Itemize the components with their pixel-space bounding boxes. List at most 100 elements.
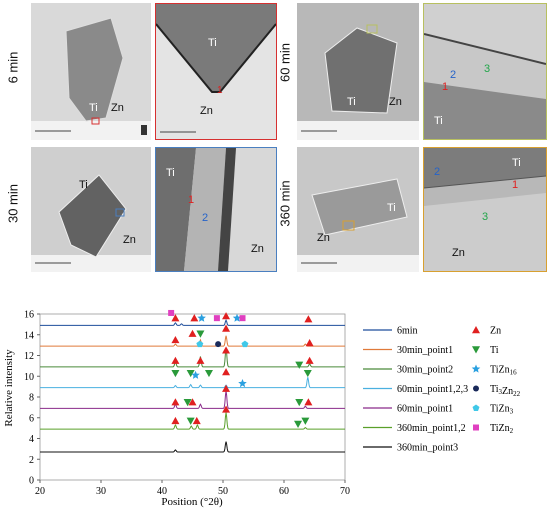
marker-Ti [295,398,304,407]
legend-phase-label: TiZn16 [490,365,517,377]
marker-Zn [192,416,201,425]
marker-Ti [171,369,180,378]
marker-Zn [188,398,197,406]
x-tick-label: 50 [218,486,228,497]
marker-Ti [183,398,192,407]
series-line-30min_point2 [40,348,345,368]
micrograph-60min-overview: Ti Zn [297,3,419,140]
marker-Zn [222,346,231,354]
legend-series-label: 60min_point1,2,3 [397,384,468,395]
micrograph-30min-overview: Ti Zn [31,147,151,272]
point-1: 1 [188,194,194,206]
marker-Zn [304,315,313,323]
marker-TiZn2 [213,315,220,322]
zoom-label-ti: Ti [512,157,521,169]
series-line-6min [40,318,345,326]
marker-TiZn3 [196,340,204,348]
y-tick-label: 6 [29,413,34,424]
marker-TiZn2 [239,315,246,322]
series-line-360min_point3 [40,441,345,453]
zoom-label-zn: Zn [200,105,213,117]
label-zn: Zn [389,96,402,108]
legend-phase-label: Zn [490,326,501,337]
marker-Zn [304,398,313,406]
point-1: 1 [512,179,518,191]
marker-Zn [196,356,205,364]
y-axis-label: Relative intensity [3,349,15,427]
marker-Ti [204,369,213,378]
y-tick-label: 8 [29,393,34,404]
point-1: 1 [217,85,223,96]
x-tick-label: 70 [340,486,350,497]
marker-Zn [171,335,180,344]
marker-Ti [295,361,304,369]
label-ti: Ti [79,179,88,191]
point-1: 1 [442,81,448,93]
marker-Ti [186,417,195,425]
y-tick-label: 16 [24,310,34,321]
label-ti: Ti [89,102,98,114]
time-label-360min: 360 min [277,180,293,227]
point-2: 2 [450,69,456,81]
micrograph-6min-zoom: Ti Zn 1 [155,3,277,140]
y-tick-label: 0 [29,476,34,487]
zoom-label-ti: Ti [166,167,175,179]
legend-phase-marker [471,364,481,373]
marker-TiZn16 [238,379,247,388]
marker-Zn [188,329,197,337]
legend-phase-label: Ti3Zn22 [490,384,521,398]
marker-Zn [171,398,180,406]
point-2: 2 [202,212,208,224]
y-tick-label: 2 [29,455,34,466]
legend-series-label: 360min_point1,2 [397,423,466,434]
legend-phase-marker [472,346,480,354]
micrograph-60min-zoom: Ti 1 2 3 [423,3,547,140]
micrograph-360min-zoom: Ti Zn 1 2 3 [423,147,547,272]
plot-frame [39,313,346,481]
label-zn: Zn [317,232,330,244]
legend-phase-label: TiZn3 [490,404,514,416]
marker-Zn [222,324,231,332]
marker-Zn [171,314,180,322]
y-tick-label: 14 [24,330,34,341]
point-2: 2 [434,166,440,178]
marker-TiZn3 [241,340,249,348]
legend-series-label: 30min_point2 [397,365,453,376]
marker-Ti [186,369,195,378]
marker-Zn [222,368,231,376]
marker-Ti [301,417,310,425]
series-line-30min_point1 [40,335,345,347]
label-zn: Zn [111,102,124,114]
marker-Ti [294,420,303,428]
x-tick-label: 20 [35,486,45,497]
label-ti: Ti [347,96,356,108]
zoom-label-ti: Ti [208,37,217,49]
marker-TiZn16 [232,313,242,322]
x-tick-label: 30 [96,486,106,497]
marker-Zn [171,416,180,425]
label-zn: Zn [123,234,136,246]
micrograph-30min-zoom: Ti Zn 1 2 [155,147,277,272]
marker-Zn [190,314,199,322]
micrograph-6min-overview: Ti Zn [31,3,151,140]
marker-Zn [222,312,231,320]
y-tick-label: 10 [24,372,34,383]
legend-phase-label: TiZn2 [490,423,514,435]
marker-Zn [222,405,231,413]
zoom-label-ti: Ti [434,115,443,127]
xrd-chart: 20 30 40 50 60 70 0 2 4 6 8 10 12 14 16 6min 30min_poin… [3,310,521,509]
series-line-360min_point1,2 [40,412,345,430]
marker-Ti [196,330,205,338]
marker-Zn [222,384,231,392]
series-line-60min_point1 [40,390,345,409]
legend-phase-marker [472,326,480,334]
label-ti: Ti [387,202,396,214]
marker-Zn [305,339,314,347]
zoom-label-zn: Zn [251,243,264,255]
legend-phase-label: Ti [490,345,499,356]
y-tick-label: 12 [24,351,34,362]
legend-series-label: 30min_point1 [397,345,453,356]
marker-TiZn16 [197,313,206,322]
legend-series-label: 6min [397,326,418,337]
marker-Ti3Zn22 [215,341,222,348]
